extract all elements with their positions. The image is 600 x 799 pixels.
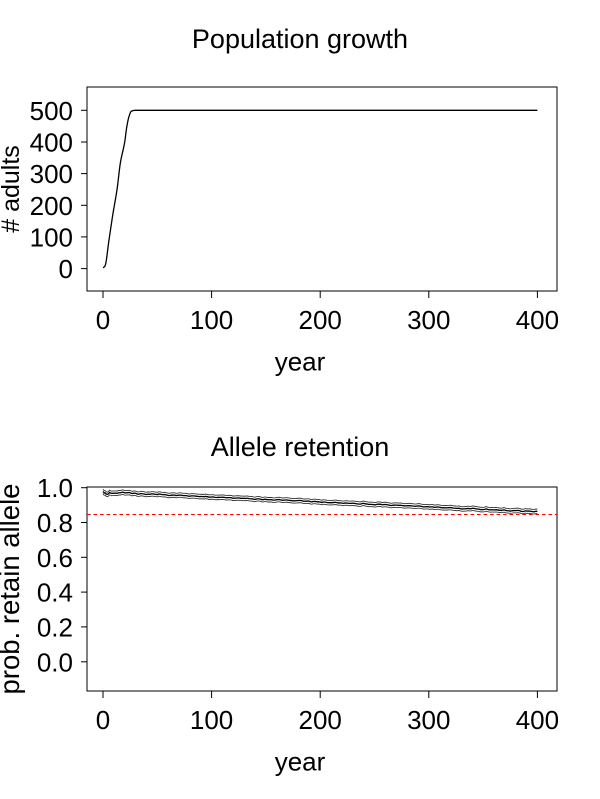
svg-text:200: 200 — [30, 191, 73, 221]
svg-text:0: 0 — [59, 254, 73, 284]
svg-text:0: 0 — [96, 305, 110, 335]
svg-text:100: 100 — [30, 222, 73, 252]
svg-text:300: 300 — [30, 159, 73, 189]
svg-text:prob. retain allele: prob. retain allele — [0, 484, 25, 695]
svg-text:400: 400 — [516, 705, 559, 735]
svg-text:300: 300 — [407, 705, 450, 735]
svg-text:0.6: 0.6 — [37, 543, 73, 573]
svg-text:1.0: 1.0 — [37, 473, 73, 503]
svg-text:Population growth: Population growth — [192, 24, 408, 54]
svg-text:0.4: 0.4 — [37, 578, 73, 608]
svg-text:year: year — [275, 347, 326, 377]
svg-text:400: 400 — [516, 305, 559, 335]
svg-text:0.8: 0.8 — [37, 508, 73, 538]
svg-text:100: 100 — [190, 305, 233, 335]
svg-text:500: 500 — [30, 96, 73, 126]
svg-text:0: 0 — [96, 705, 110, 735]
svg-text:100: 100 — [190, 705, 233, 735]
svg-text:Allele retention: Allele retention — [211, 432, 390, 462]
svg-text:# adults: # adults — [0, 145, 25, 233]
svg-text:400: 400 — [30, 128, 73, 158]
svg-text:200: 200 — [299, 705, 342, 735]
svg-text:year: year — [275, 747, 326, 777]
svg-text:0.0: 0.0 — [37, 647, 73, 677]
svg-text:0.2: 0.2 — [37, 612, 73, 642]
svg-text:300: 300 — [407, 305, 450, 335]
svg-text:200: 200 — [299, 305, 342, 335]
